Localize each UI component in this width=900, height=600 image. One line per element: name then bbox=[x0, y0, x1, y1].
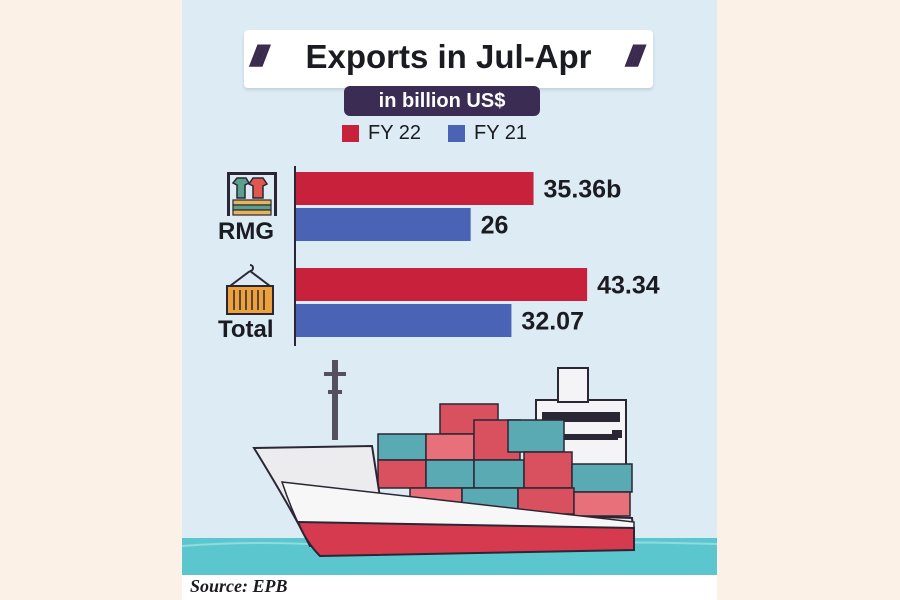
data-label-total-fy22: 43.34 bbox=[597, 272, 660, 300]
category-label-total: Total bbox=[218, 316, 274, 343]
data-label-rmg-fy22: 35.36b bbox=[544, 176, 622, 204]
legend-swatch-fy21 bbox=[448, 125, 465, 142]
data-label-rmg-fy21: 26 bbox=[481, 212, 509, 240]
container-crane-icon bbox=[226, 264, 274, 315]
chart-title: Exports in Jul-Apr bbox=[305, 38, 592, 75]
bar-plot: 35.36b 26 43.34 32.07 bbox=[294, 166, 660, 346]
clothes-rack-icon bbox=[227, 172, 277, 216]
bar-total-fy21 bbox=[296, 304, 512, 337]
legend-label-fy22: FY 22 bbox=[368, 122, 421, 144]
unit-subtitle: in billion US$ bbox=[344, 86, 540, 116]
cargo-ship-illustration bbox=[182, 360, 717, 575]
bar-total-fy22 bbox=[296, 268, 588, 301]
legend-swatch-fy22 bbox=[342, 125, 359, 142]
infographic-card: //// //// Exports in Jul-Apr in billion … bbox=[182, 0, 717, 600]
source-footer: Source: EPB bbox=[182, 575, 717, 600]
title-banner: //// //// Exports in Jul-Apr bbox=[244, 30, 653, 88]
category-label-rmg: RMG bbox=[218, 218, 274, 245]
source-text: Source: EPB bbox=[190, 576, 288, 596]
legend-label-fy21: FY 21 bbox=[474, 122, 527, 144]
bar-rmg-fy21 bbox=[296, 208, 471, 241]
data-label-total-fy21: 32.07 bbox=[521, 308, 584, 336]
bar-rmg-fy22 bbox=[296, 172, 534, 205]
